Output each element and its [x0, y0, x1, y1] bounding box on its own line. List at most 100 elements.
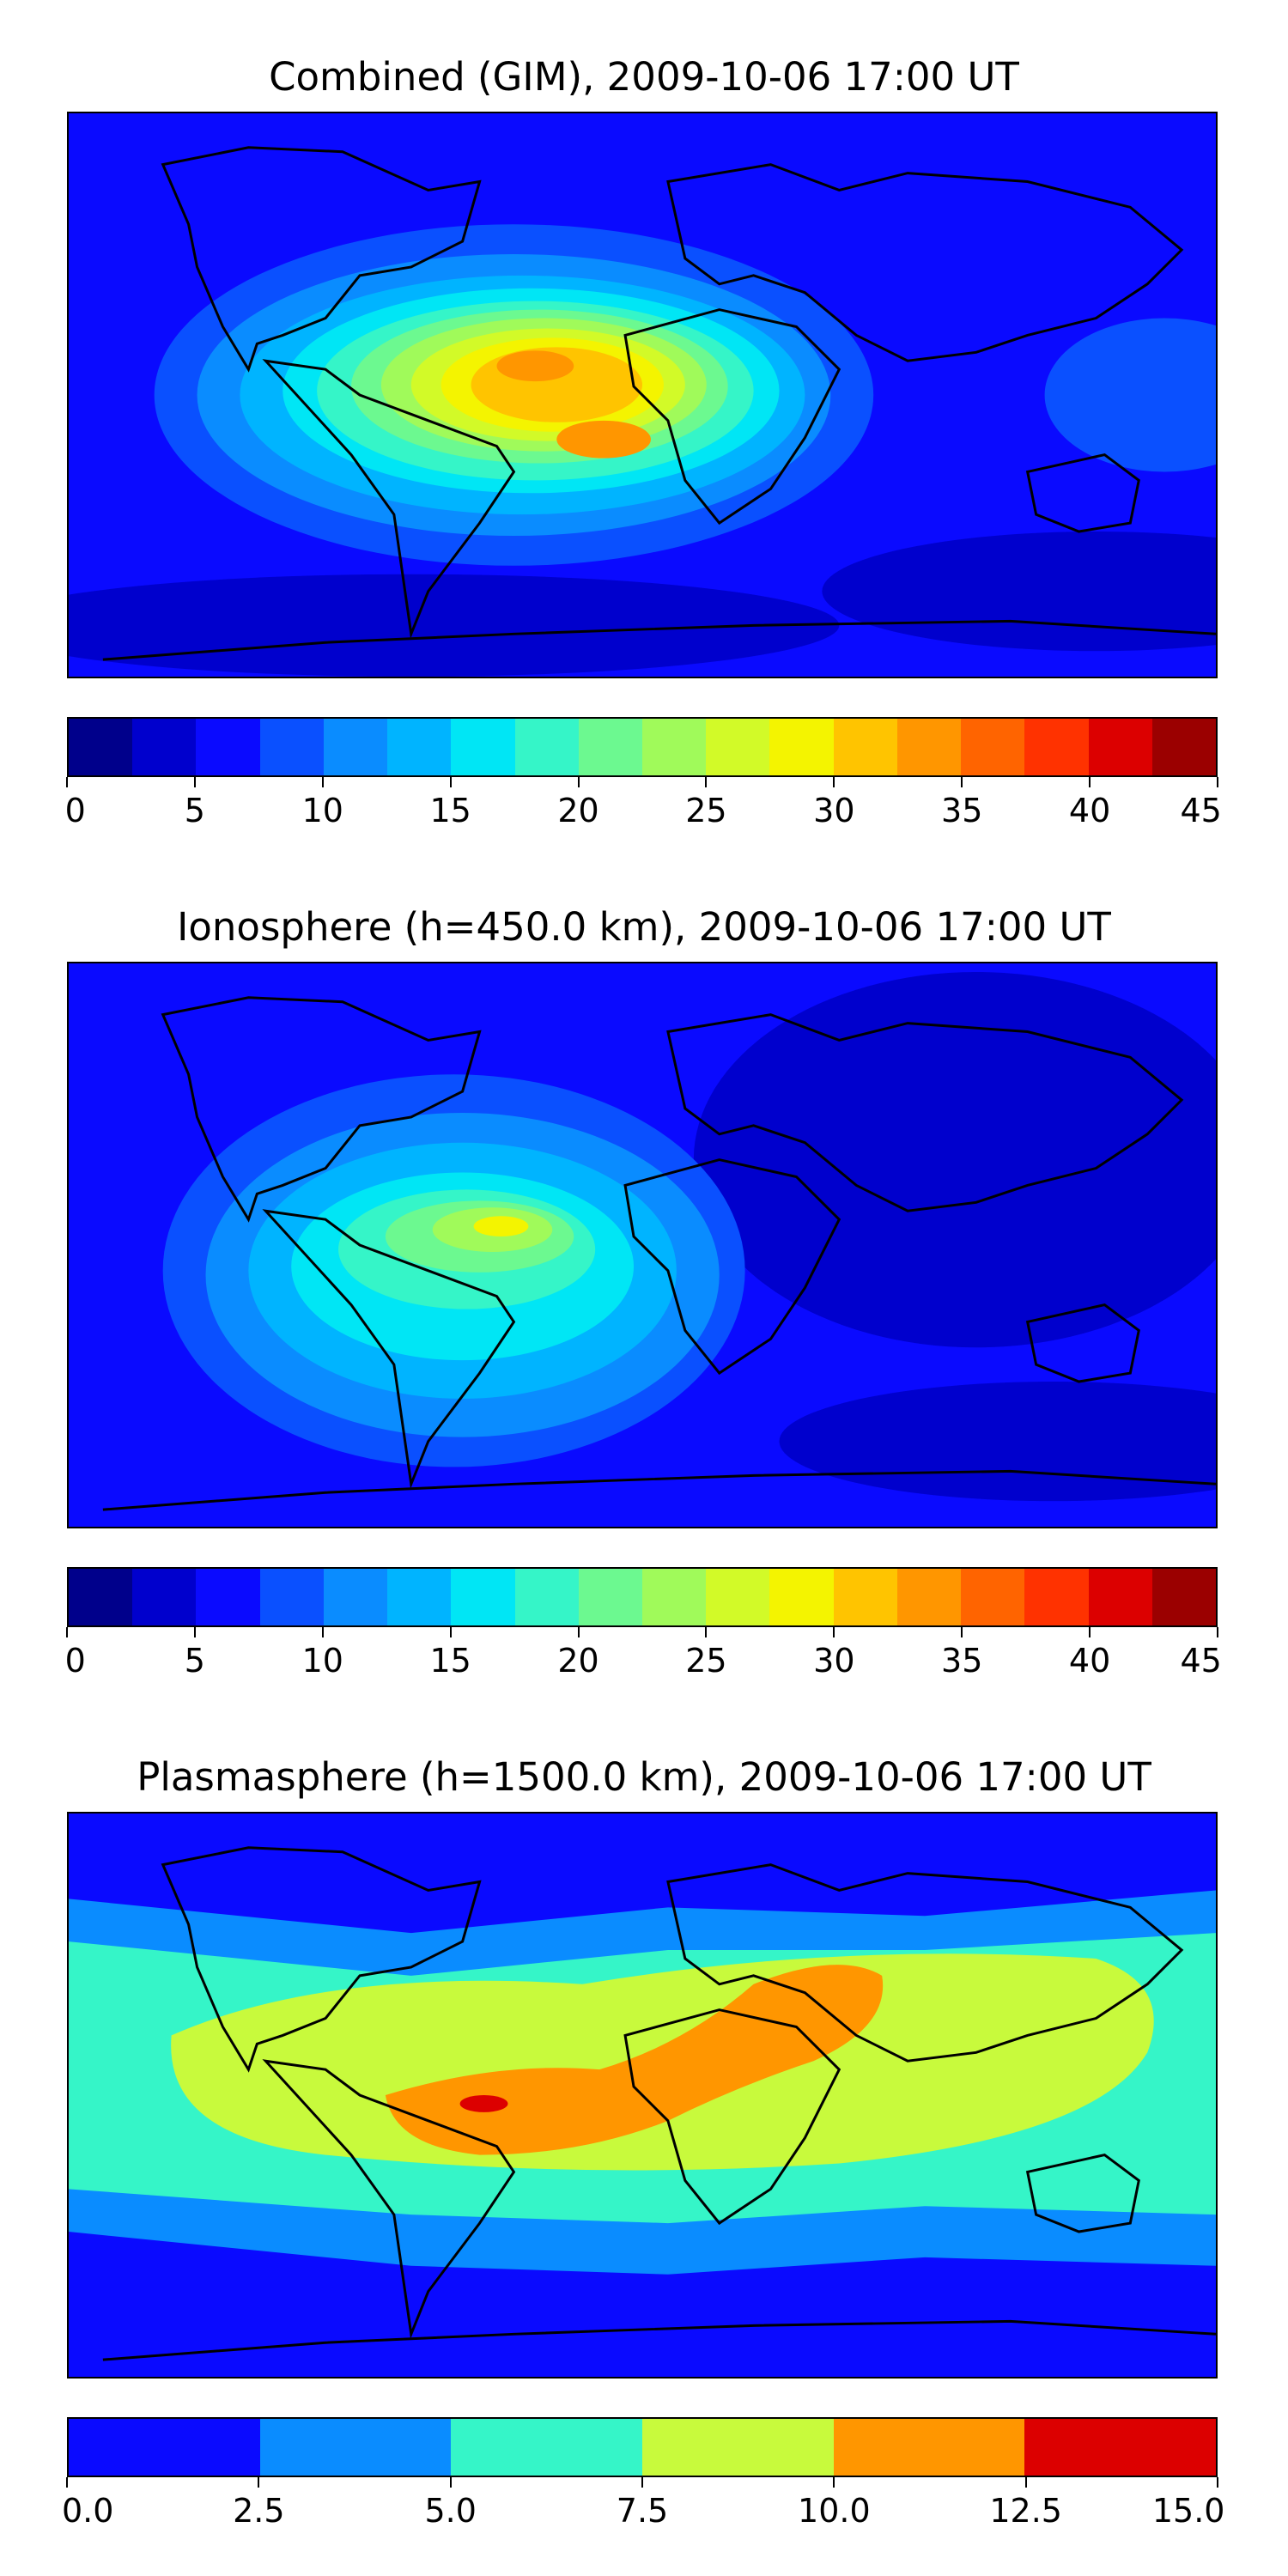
colorbar-tick-label: 20 — [557, 1642, 599, 1680]
colorbar-tick-label: 5.0 — [424, 2492, 477, 2530]
colorbar-segment — [833, 1569, 897, 1625]
colorbar-segment — [259, 1569, 324, 1625]
colorbar-tick-label: 15 — [429, 1642, 471, 1680]
map-combined — [67, 112, 1218, 678]
colorbar-tick-mark — [705, 777, 708, 787]
tec-map-ionosphere — [69, 963, 1216, 1527]
colorbar-tick-mark — [1217, 777, 1218, 787]
colorbar-tick-mark — [961, 777, 963, 787]
colorbar-segment — [1088, 1569, 1152, 1625]
colorbar-tick-label: 20 — [557, 792, 599, 829]
panel-title-combined: Combined (GIM), 2009-10-06 17:00 UT — [269, 54, 1019, 100]
colorbar-tick-mark — [449, 1627, 452, 1637]
colorbar-segment — [514, 1569, 579, 1625]
coastlines-plasmasphere — [102, 1846, 1216, 2361]
colorbar-segment — [1024, 2419, 1217, 2476]
colorbar-segment — [961, 719, 1025, 775]
colorbar-tick-label: 0 — [64, 1642, 86, 1680]
colorbar-segment — [132, 719, 197, 775]
colorbar-segment — [896, 1569, 962, 1625]
colorbar-segment — [514, 719, 579, 775]
colorbar-tick-label: 35 — [941, 1642, 983, 1680]
colorbar-tick-label: 25 — [685, 1642, 727, 1680]
colorbar-tick-label: 2.5 — [233, 2492, 285, 2530]
colorbar-tick-mark — [1089, 777, 1091, 787]
colorbar-segment — [132, 1569, 197, 1625]
colorbar-segment — [196, 1569, 260, 1625]
colorbar-ticks-ionosphere: 0 5 10 15 20 25 30 35 40 45 — [64, 1627, 1222, 1680]
colorbar-tick-mark — [321, 777, 324, 787]
colorbar-tick-mark — [961, 1627, 963, 1637]
tec-map-plasmasphere — [69, 1814, 1216, 2377]
colorbar-segment — [69, 2419, 260, 2476]
colorbar-segment — [641, 719, 707, 775]
colorbar-segment — [1088, 719, 1152, 775]
map-ionosphere — [67, 962, 1218, 1528]
colorbar-tick-mark — [321, 1627, 324, 1637]
colorbar-tick-mark — [449, 777, 452, 787]
colorbar-tick-label: 7.5 — [616, 2492, 669, 2530]
colorbar-segment — [706, 719, 770, 775]
colorbar-segment — [706, 1569, 770, 1625]
colorbar-segment — [578, 719, 642, 775]
colorbar-segment — [896, 719, 962, 775]
colorbar-tick-mark — [193, 777, 196, 787]
colorbar-tick-label: 30 — [813, 792, 855, 829]
colorbar-segment — [69, 719, 133, 775]
colorbar-segment — [196, 719, 260, 775]
colorbar-tick-mark — [193, 1627, 196, 1637]
colorbar-segment — [833, 719, 897, 775]
colorbar-tick-label: 40 — [1068, 792, 1111, 829]
colorbar-segment — [323, 719, 388, 775]
colorbar-combined — [67, 717, 1218, 777]
colorbar-tick-label: 0.0 — [61, 2492, 114, 2530]
colorbar-segment — [1151, 719, 1216, 775]
colorbar-tick-label: 10 — [301, 792, 343, 829]
coastlines-ionosphere — [102, 996, 1216, 1511]
panel-title-plasmasphere: Plasmasphere (h=1500.0 km), 2009-10-06 1… — [137, 1754, 1151, 1800]
colorbar-tick-mark — [1024, 2477, 1027, 2488]
colorbar-segment — [387, 719, 452, 775]
colorbar-tick-mark — [577, 1627, 580, 1637]
colorbar-tick-label: 10.0 — [798, 2492, 871, 2530]
colorbar-tick-mark — [641, 2477, 643, 2488]
colorbar-segment — [451, 719, 515, 775]
colorbar-segment — [259, 2419, 452, 2476]
colorbar-segment — [961, 1569, 1025, 1625]
colorbar-segment — [259, 719, 324, 775]
colorbar-segment — [833, 2419, 1025, 2476]
colorbar-tick-label: 25 — [685, 792, 727, 829]
colorbar-segment — [641, 1569, 707, 1625]
colorbar-tick-mark — [258, 2477, 260, 2488]
colorbar-tick-label: 10 — [301, 1642, 343, 1680]
colorbar-tick-label: 45 — [1180, 1642, 1222, 1680]
colorbar-segment — [451, 2419, 643, 2476]
colorbar-segment — [642, 2419, 834, 2476]
colorbar-tick-label: 5 — [184, 792, 205, 829]
colorbar-tick-label: 35 — [941, 792, 983, 829]
colorbar-tick-mark — [66, 1627, 68, 1637]
colorbar-ticks-plasmasphere: 0.0 2.5 5.0 7.5 10.0 12.5 15.0 — [62, 2477, 1224, 2530]
colorbar-ionosphere — [67, 1567, 1218, 1627]
map-plasmasphere — [67, 1812, 1218, 2379]
colorbar-tick-mark — [833, 1627, 835, 1637]
colorbar-tick-label: 30 — [813, 1642, 855, 1680]
colorbar-segment — [387, 1569, 452, 1625]
colorbar-segment — [323, 1569, 388, 1625]
colorbar-tick-label: 15 — [429, 792, 471, 829]
colorbar-tick-mark — [833, 2477, 835, 2488]
panel-title-ionosphere: Ionosphere (h=450.0 km), 2009-10-06 17:0… — [177, 904, 1111, 950]
colorbar-tick-label: 0 — [64, 792, 86, 829]
colorbar-tick-mark — [1089, 1627, 1091, 1637]
colorbar-tick-mark — [449, 2477, 452, 2488]
tec-map-combined — [69, 113, 1216, 677]
colorbar-tick-mark — [66, 2477, 68, 2488]
colorbar-segment — [769, 1569, 834, 1625]
colorbar-segment — [1024, 1569, 1089, 1625]
colorbar-tick-mark — [577, 777, 580, 787]
colorbar-segment — [451, 1569, 515, 1625]
colorbar-segment — [1151, 1569, 1216, 1625]
colorbar-segment — [1024, 719, 1089, 775]
colorbar-tick-label: 45 — [1180, 792, 1222, 829]
colorbar-tick-mark — [1217, 1627, 1218, 1637]
